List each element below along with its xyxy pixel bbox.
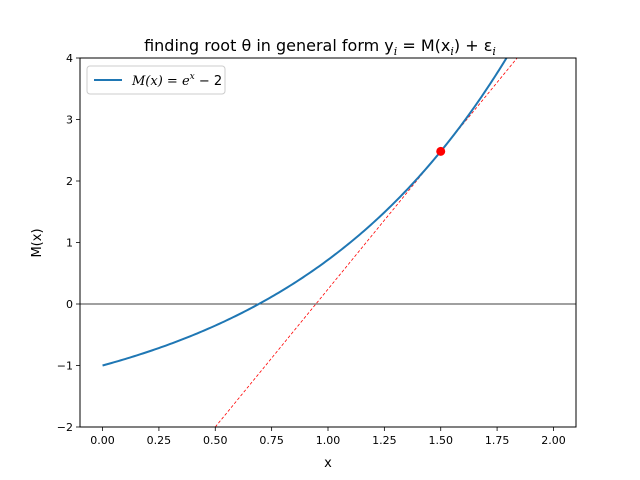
series-line-m-x <box>102 58 508 367</box>
x-tick-label: 0.25 <box>147 434 172 447</box>
axes-frame <box>79 57 577 428</box>
legend: M(x) = ex − 2 <box>86 65 226 95</box>
y-tick-label: −2 <box>57 421 73 434</box>
y-axis: −2 −1 0 1 2 3 4 <box>57 52 80 434</box>
x-tick-label: 0.75 <box>259 434 284 447</box>
x-tick-label: 1.75 <box>485 434 510 447</box>
y-tick-label: 2 <box>66 175 73 188</box>
y-tick-label: 0 <box>66 298 73 311</box>
y-axis-label: M(x) <box>30 228 45 257</box>
y-tick-label: 1 <box>66 237 73 250</box>
x-tick-label: 2.00 <box>541 434 566 447</box>
x-tick-label: 1.50 <box>428 434 453 447</box>
legend-box <box>86 65 226 95</box>
x-axis-label: x <box>324 456 332 471</box>
plot-content <box>80 58 576 427</box>
y-tick-label: 3 <box>66 114 73 127</box>
x-tick-label: 0.00 <box>90 434 115 447</box>
y-tick-label: −1 <box>57 360 73 373</box>
x-tick-label: 0.50 <box>203 434 228 447</box>
tangent-line <box>214 58 518 427</box>
root-estimate-point <box>436 146 446 156</box>
legend-label: M(x) = ex − 2 <box>131 72 222 89</box>
chart-title: finding root θ in general form yi = M(xi… <box>144 36 496 58</box>
x-tick-label: 1.25 <box>372 434 397 447</box>
x-axis: 0.00 0.25 0.50 0.75 1.00 1.25 1.50 1.75 2.00 <box>90 427 566 447</box>
y-tick-label: 4 <box>66 52 73 65</box>
x-tick-label: 1.00 <box>316 434 341 447</box>
